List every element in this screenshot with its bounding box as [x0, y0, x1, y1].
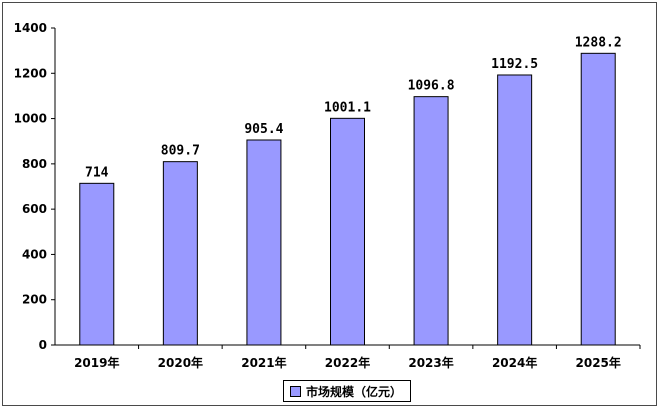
- data-label: 809.7: [161, 144, 200, 159]
- data-label: 1192.5: [491, 57, 538, 72]
- data-label: 1288.2: [575, 35, 622, 50]
- data-label: 1001.1: [324, 100, 371, 115]
- legend-swatch: [290, 385, 301, 397]
- y-tick-label: 0: [39, 338, 47, 352]
- y-tick-label: 400: [22, 247, 47, 261]
- data-label: 1096.8: [408, 79, 455, 94]
- x-tick-label: 2020年: [158, 355, 203, 370]
- bar: [330, 117, 365, 346]
- x-tick-label: 2024年: [492, 355, 537, 370]
- bar: [162, 161, 198, 346]
- y-tick-label: 200: [22, 293, 47, 307]
- bar: [246, 139, 282, 346]
- y-tick-label: 800: [22, 157, 47, 171]
- x-tick-label: 2019年: [74, 355, 119, 370]
- x-tick-label: 2023年: [408, 355, 453, 370]
- x-tick-label: 2021年: [241, 355, 286, 370]
- y-tick-label: 1400: [14, 21, 47, 35]
- x-tick-label: 2025年: [576, 355, 621, 370]
- data-label: 905.4: [244, 122, 283, 137]
- legend: 市场规模（亿元）: [283, 380, 412, 402]
- y-tick-label: 600: [22, 202, 47, 216]
- data-label: 714: [85, 165, 109, 180]
- legend-label: 市场规模（亿元）: [306, 384, 403, 399]
- bar: [497, 74, 533, 346]
- y-tick-label: 1000: [14, 112, 47, 126]
- bar: [413, 96, 449, 346]
- y-tick-label: 1200: [14, 66, 47, 80]
- bar: [79, 182, 115, 346]
- bar: [580, 52, 616, 346]
- x-tick-label: 2022年: [325, 355, 370, 370]
